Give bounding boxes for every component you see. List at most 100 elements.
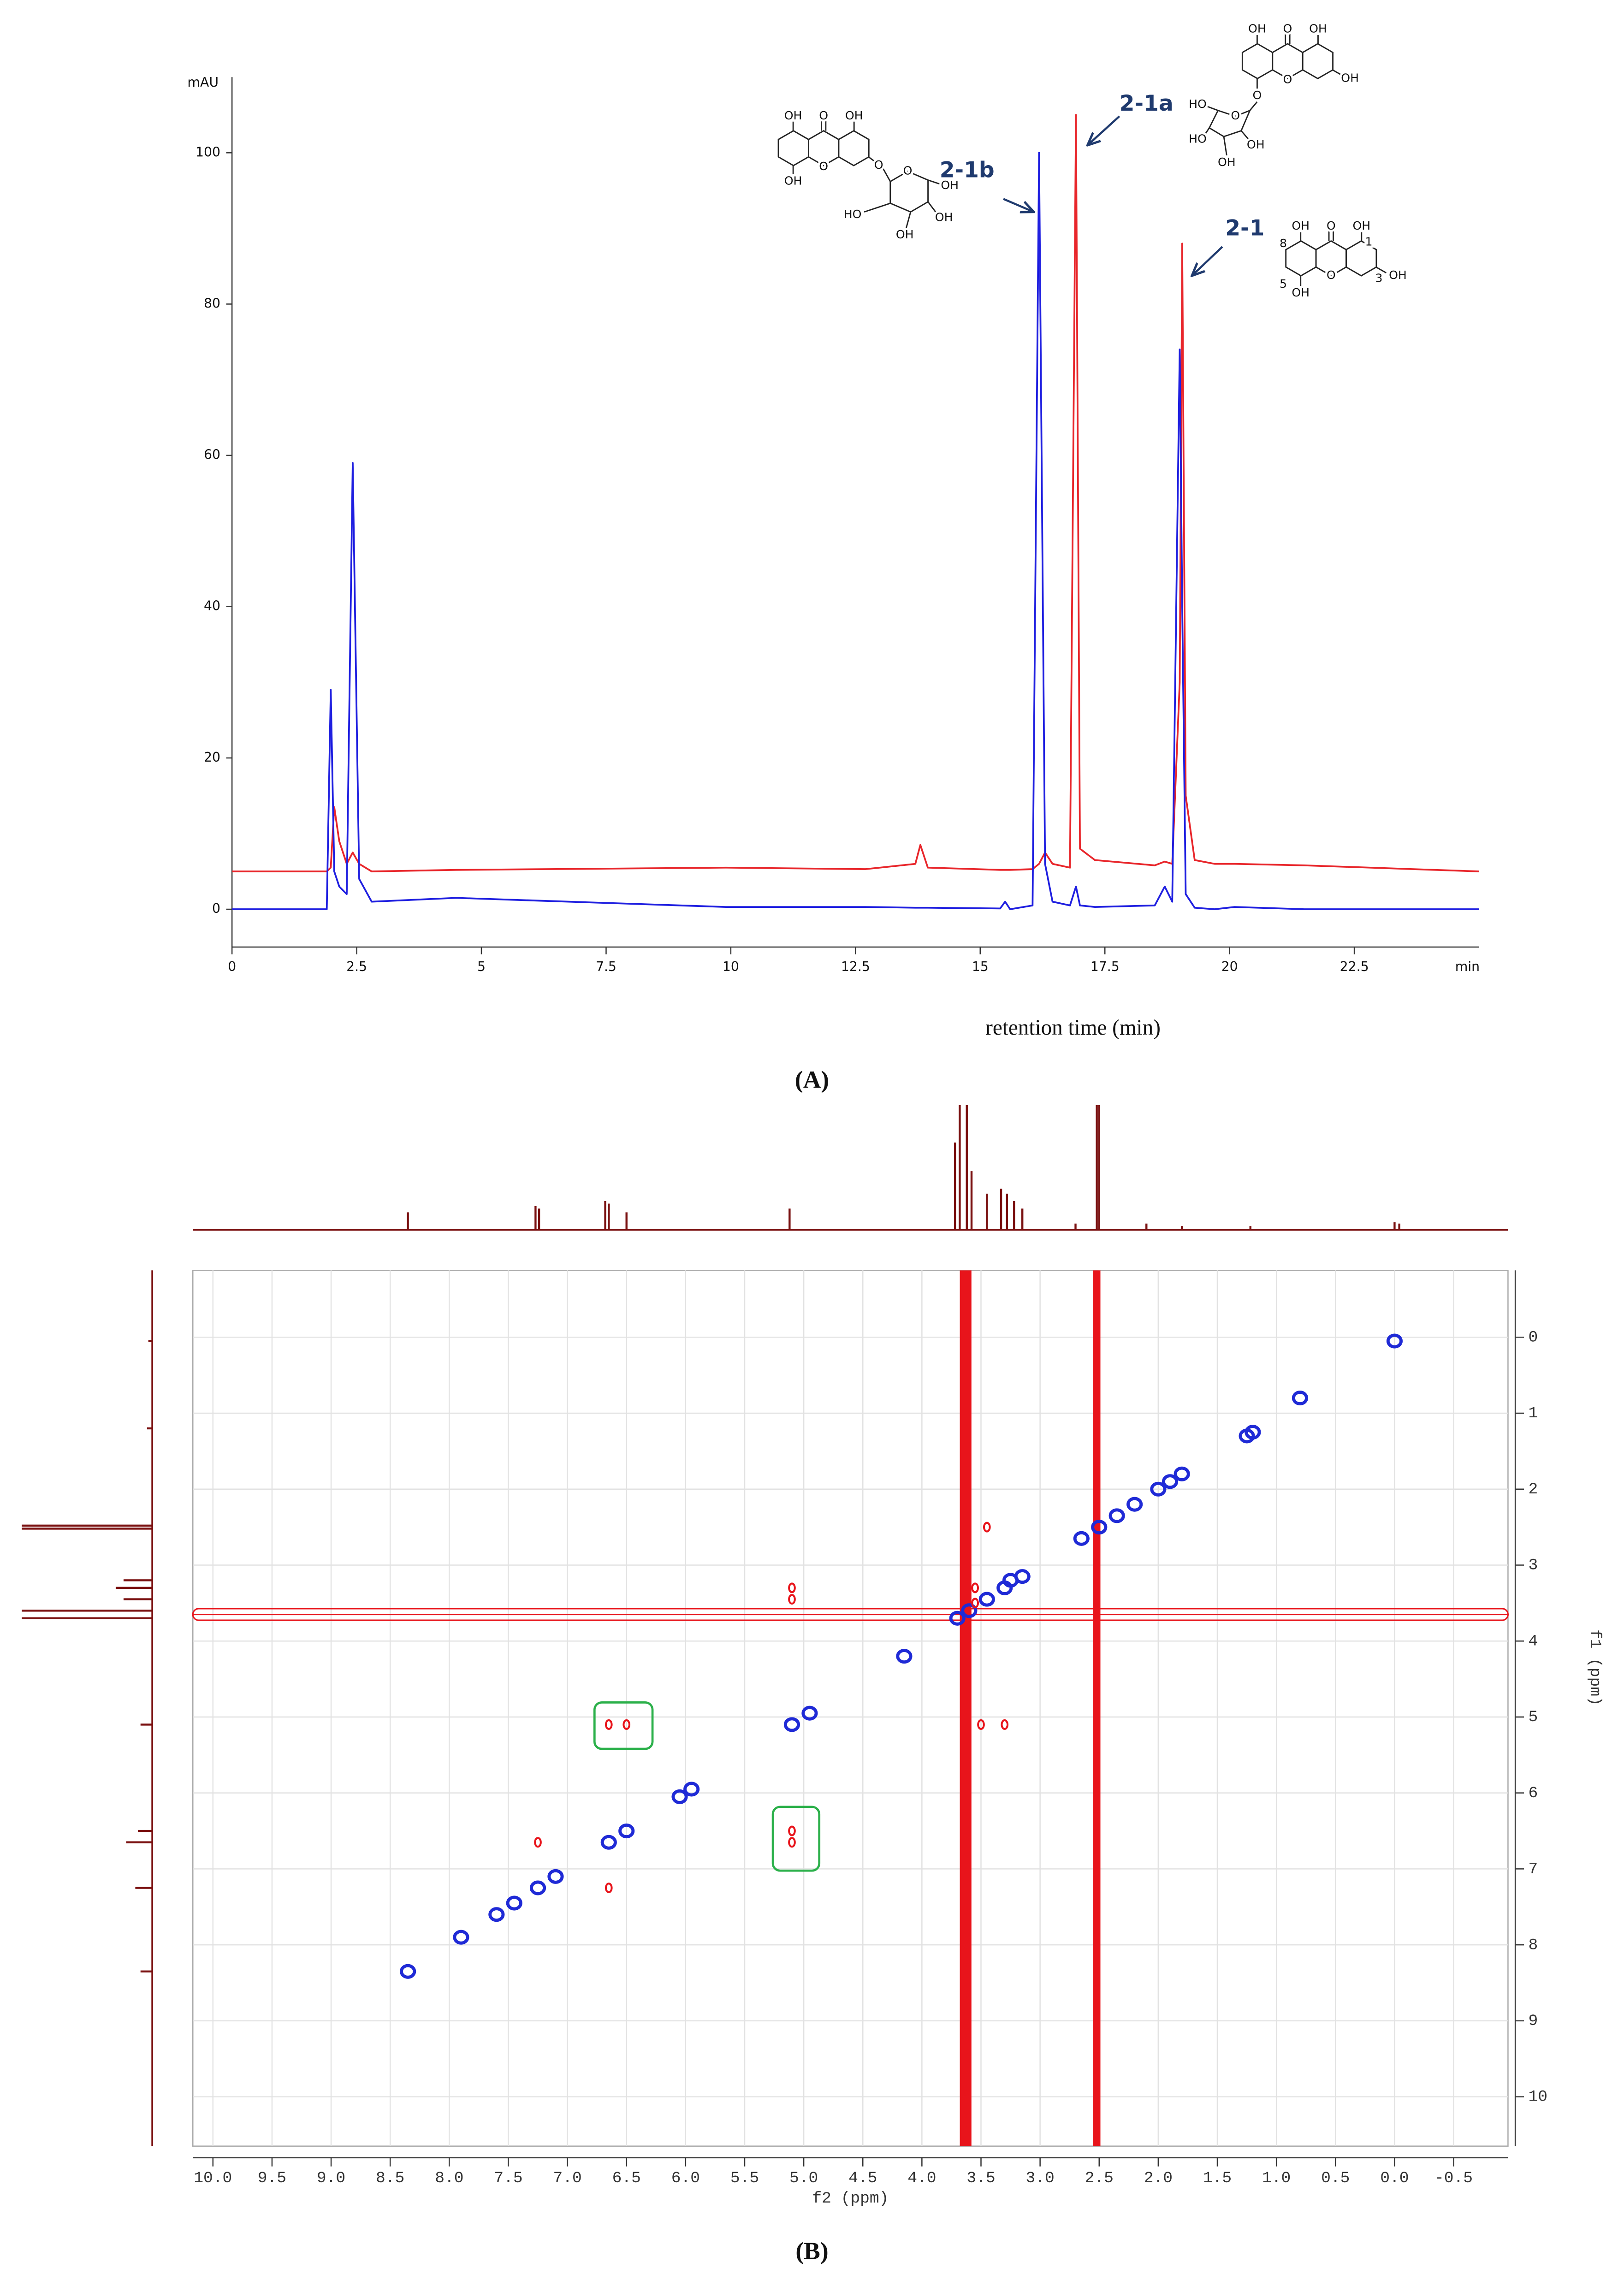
cross-peak [534, 1837, 542, 1848]
cross-peak [605, 1883, 613, 1894]
bond [906, 212, 912, 228]
cross-peak [971, 1598, 979, 1609]
x-tick-label: 17.5 [1091, 959, 1120, 974]
x-tick-label: 10 [723, 959, 739, 974]
atom-label: O [874, 158, 883, 172]
atom-label: O [1283, 22, 1292, 35]
cross-peak [1150, 1481, 1167, 1497]
ring-bond [838, 130, 870, 166]
y-axis-label: mAU [187, 75, 219, 90]
atom-label: O [819, 160, 828, 173]
x-tick-label: 5.0 [789, 2169, 818, 2187]
bond [864, 202, 891, 213]
atom-label: OH [784, 109, 802, 122]
y-axis-label: f1 (ppm) [1586, 1629, 1604, 1706]
atom-label: OH [1248, 22, 1266, 35]
x-tick-label: 1.5 [1203, 2169, 1232, 2187]
x-tick-label: 6.5 [612, 2169, 641, 2187]
y-tick-label: 10 [1528, 2088, 1547, 2106]
x-tick-label: 9.0 [317, 2169, 345, 2187]
atom-label: O [1231, 109, 1240, 122]
x-tick-label: 20 [1221, 959, 1238, 974]
x-tick-label: 7.5 [596, 959, 616, 974]
x-axis-label: f2 (ppm) [812, 2190, 889, 2208]
atom-label: OH [896, 228, 914, 241]
atom-label: HO [1189, 132, 1207, 145]
bond [1375, 266, 1387, 274]
atom-label: 8 [1280, 237, 1287, 250]
atom-label: O [819, 109, 828, 122]
x-tick-label: 0.5 [1321, 2169, 1350, 2187]
ring-bond [1345, 240, 1377, 277]
x-axis-unit: min [1455, 959, 1480, 974]
cross-peak [1091, 1520, 1108, 1535]
cross-peak [1126, 1497, 1143, 1512]
cross-peak [788, 1837, 796, 1848]
chemical-structure: OH O OH OH O O O OH OH HO OH [777, 107, 961, 243]
y-tick-label: 9 [1528, 2012, 1538, 2030]
atom-label: OH [1292, 286, 1310, 299]
y-tick-label: 40 [204, 598, 220, 614]
cross-peak [788, 1825, 796, 1836]
y-tick-label: 3 [1528, 1557, 1538, 1575]
cross-peak [1162, 1474, 1179, 1489]
y-tick-label: 0 [212, 901, 220, 916]
peak-annotation: 2-1a [1120, 91, 1174, 116]
cross-peak [622, 1719, 631, 1730]
cross-peak [506, 1895, 522, 1911]
bond [1206, 105, 1218, 111]
cross-peak [605, 1719, 613, 1730]
highlight-box [593, 1701, 654, 1750]
cross-peak [996, 1580, 1013, 1595]
x-tick-label: 7.5 [494, 2169, 522, 2187]
x-tick-label: 3.0 [1026, 2169, 1055, 2187]
annotation-arrow [1003, 198, 1034, 212]
y-tick-label: 80 [204, 296, 220, 311]
cross-peak [618, 1823, 635, 1839]
y-tick-label: 20 [204, 750, 220, 765]
cross-peak [961, 1603, 978, 1618]
atom-label: HO [844, 207, 862, 221]
x-tick-label: 9.5 [258, 2169, 286, 2187]
bond [927, 201, 937, 214]
cross-peak [547, 1869, 564, 1884]
ridge [960, 1270, 972, 2146]
bond [1240, 130, 1251, 142]
cross-peak [1239, 1428, 1255, 1444]
x-tick-label: 0 [228, 959, 236, 974]
x-tick-label: 5 [477, 959, 486, 974]
y-tick-label: 1 [1528, 1404, 1538, 1422]
bond [1223, 136, 1227, 156]
peak-annotation: 2-1 [1225, 215, 1264, 241]
atom-label: O [1327, 219, 1336, 232]
y-tick-label: 60 [204, 447, 220, 462]
bond [868, 156, 875, 162]
x-tick-label: 12.5 [841, 959, 870, 974]
atom-label: O [1253, 89, 1262, 102]
atom-label: 1 [1365, 235, 1373, 249]
y-tick-label: 0 [1528, 1328, 1538, 1346]
atom-label: OH [1352, 219, 1370, 232]
bond [928, 179, 942, 185]
atom-label: HO [1189, 97, 1207, 111]
bond [1249, 101, 1258, 111]
x-tick-label: 8.5 [376, 2169, 404, 2187]
atom-label: OH [935, 210, 953, 224]
cross-peak [1292, 1391, 1309, 1406]
cross-peak [488, 1907, 505, 1922]
atom-label: 5 [1280, 277, 1287, 290]
atom-label: O [1327, 268, 1336, 282]
x-tick-label: 10.0 [194, 2169, 232, 2187]
annotation-arrow [1087, 115, 1120, 145]
atom-label: OH [1247, 138, 1265, 151]
y-tick-label: 5 [1528, 1708, 1538, 1726]
cross-peak [671, 1789, 688, 1804]
atom-label: 3 [1375, 271, 1383, 284]
x-tick-label: 15 [972, 959, 989, 974]
x-tick-label: 0.0 [1380, 2169, 1409, 2187]
cross-peak [949, 1611, 966, 1626]
x-tick-label: -0.5 [1434, 2169, 1473, 2187]
bond [1203, 127, 1210, 137]
